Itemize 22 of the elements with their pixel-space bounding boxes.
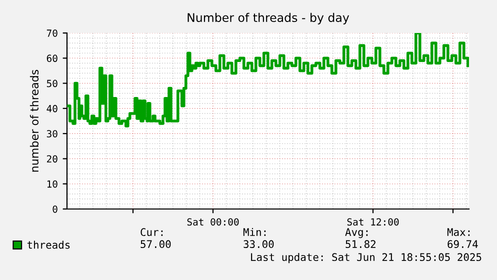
text: Max:	[447, 228, 470, 236]
y-tick-label: 50	[46, 80, 58, 88]
text: 69.74	[448, 240, 478, 248]
y-tick-label: 0	[52, 206, 58, 213]
y-tick-label: 40	[46, 104, 58, 112]
y-tick-label: 60	[46, 54, 58, 62]
y-tick-label: 10	[47, 180, 58, 188]
text: 51.82	[346, 240, 376, 248]
text: 57.00	[140, 240, 171, 248]
legend-label: threads	[27, 240, 70, 249]
text: Min:	[243, 228, 266, 236]
x-tick-label: Sat 00:00	[187, 218, 239, 226]
text: 33.00	[244, 240, 274, 248]
chart-title: Number of threads - by day	[188, 12, 350, 24]
text: Avg:	[345, 228, 368, 238]
y-tick-label: 70	[46, 30, 58, 37]
text: Last update: Sat Jun 21 18:55:05 2025	[251, 252, 482, 264]
y-tick-label: 20	[46, 155, 58, 163]
text: Cur:	[140, 228, 163, 236]
y-axis-title: number of threads	[30, 70, 39, 172]
y-tick-label: 30	[46, 130, 58, 138]
x-tick-label: Sat 12:00	[347, 218, 399, 226]
